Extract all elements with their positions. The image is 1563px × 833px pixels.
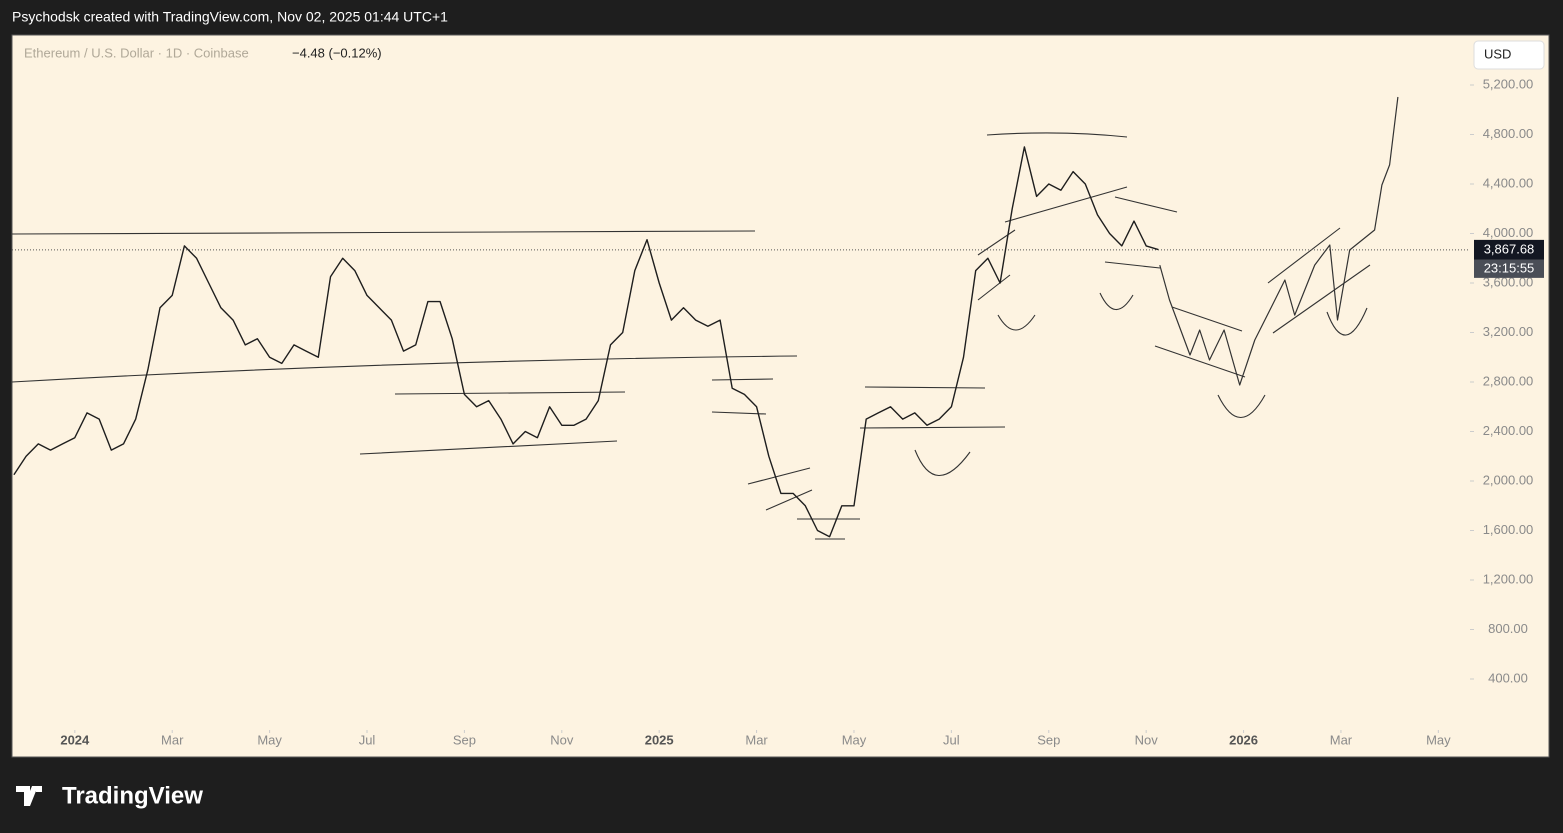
x-tick-label: Jul [943, 732, 960, 747]
x-tick-label: Sep [1037, 732, 1060, 747]
cup [1326, 307, 1368, 336]
trendline [977, 229, 1016, 301]
credit: Psychodsk created with TradingView.com, … [12, 9, 448, 25]
currency-button[interactable] [1473, 40, 1545, 70]
chart-panel [11, 34, 1550, 758]
x-tick-label: May [842, 732, 867, 747]
logo-mark [16, 786, 42, 806]
cup [914, 449, 971, 477]
x-tick-label: Nov [1135, 732, 1159, 747]
y-tick-label: 5,200.00 [1483, 76, 1534, 91]
x-tick-label: Mar [1330, 732, 1353, 747]
trendline [359, 391, 626, 455]
price-tag [1474, 239, 1544, 260]
x-tick-label: May [1426, 732, 1451, 747]
x-tick-label: 2026 [1229, 732, 1258, 747]
trendline [986, 132, 1128, 223]
x-tick-label: Jul [359, 732, 376, 747]
x-tick-label: Nov [550, 732, 574, 747]
y-tick-label: 2,800.00 [1483, 373, 1534, 388]
y-tick-label: 4,400.00 [1483, 175, 1534, 190]
y-tick-label: 4,000.00 [1483, 225, 1534, 240]
y-tick-label: 1,600.00 [1483, 522, 1534, 537]
y-tick-label: 800.00 [1488, 621, 1528, 636]
countdown-label: 23:15:55 [1484, 260, 1535, 275]
logo-text: TradingView [62, 782, 203, 809]
trendline [1154, 306, 1246, 378]
y-tick-label: 3,200.00 [1483, 324, 1534, 339]
price-line [13, 146, 1159, 538]
logo: TradingView [16, 782, 203, 809]
price-line [1159, 96, 1399, 386]
y-tick-label: 1,200.00 [1483, 571, 1534, 586]
y-tick-label: 2,000.00 [1483, 472, 1534, 487]
trendline [711, 378, 774, 415]
x-tick-label: 2024 [60, 732, 90, 747]
trendline [747, 467, 813, 511]
trendline [1104, 196, 1178, 269]
trendline [11, 230, 756, 235]
trendline [859, 386, 1006, 429]
y-tick-label: 2,400.00 [1483, 423, 1534, 438]
cup [1217, 394, 1266, 419]
trendline [797, 518, 860, 540]
y-tick-label: 3,600.00 [1483, 274, 1534, 289]
drawings [11, 132, 1371, 540]
x-tick-label: May [257, 732, 282, 747]
y-tick-label: 400.00 [1488, 670, 1528, 685]
cup [997, 314, 1036, 331]
x-tick-label: Mar [161, 732, 184, 747]
x-tick-label: Sep [453, 732, 476, 747]
cup [1099, 292, 1134, 311]
legend-change: −4.48 (−0.12%) [292, 45, 382, 60]
y-tick-label: 4,800.00 [1483, 126, 1534, 141]
x-tick-label: 2025 [645, 732, 674, 747]
trendline [11, 355, 798, 383]
legend-symbol: Ethereum / U.S. Dollar · 1D · Coinbase [24, 45, 249, 60]
x-tick-label: Mar [745, 732, 768, 747]
price-tag-label: 3,867.68 [1484, 241, 1535, 256]
trendline [1267, 227, 1371, 334]
currency[interactable]: USD [1484, 46, 1511, 61]
countdown-tag [1474, 259, 1544, 278]
